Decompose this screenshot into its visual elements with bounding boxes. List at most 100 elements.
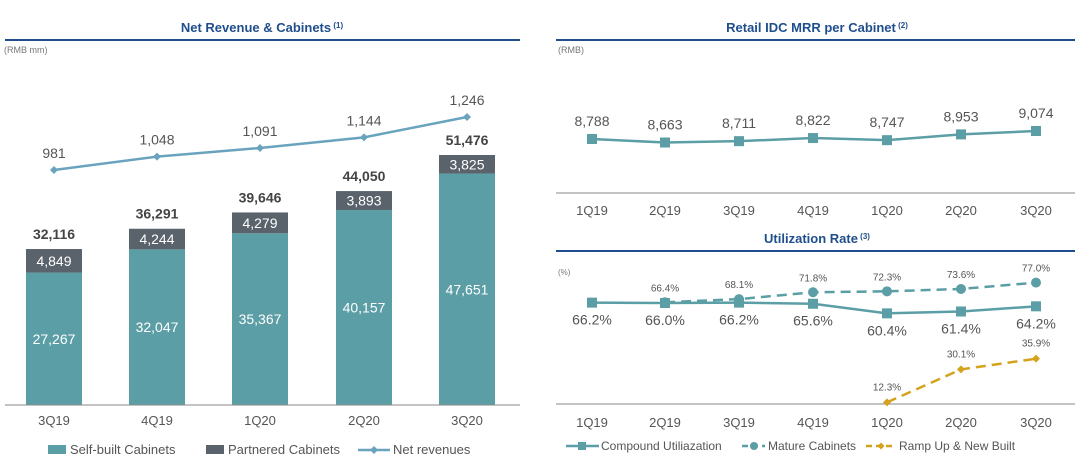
legend-label: Compound Utiliazation <box>601 439 722 453</box>
x-tick-label: 2Q20 <box>945 415 977 430</box>
unit-label: (RMB mm) <box>4 45 48 55</box>
bar-self-built <box>439 173 495 405</box>
chart-title: Net Revenue & Cabinets (1) <box>181 20 344 35</box>
data-label-total: 36,291 <box>136 206 179 222</box>
x-tick-label: 3Q20 <box>451 413 483 428</box>
bar-self-built <box>336 209 392 405</box>
legend-swatch-self-built <box>48 445 66 454</box>
mrr-marker <box>808 133 818 144</box>
bar-partnered <box>336 191 392 210</box>
compound-marker <box>1031 301 1041 312</box>
bar-partnered <box>129 228 185 250</box>
mrr-marker <box>660 137 670 148</box>
data-label-compound: 66.2% <box>572 312 612 328</box>
compound-marker <box>882 308 892 319</box>
net-revenue-marker <box>153 152 161 161</box>
legend-marker-ramp-up <box>877 442 885 450</box>
data-label-ramp-up: 35.9% <box>1022 339 1050 350</box>
x-tick-label: 1Q20 <box>244 413 276 428</box>
data-label-net-revenue: 1,091 <box>242 123 277 139</box>
x-tick-label: 1Q20 <box>871 415 903 430</box>
data-label-net-revenue: 1,048 <box>139 132 174 148</box>
mature-cabinets-line <box>664 281 1037 304</box>
compound-marker <box>956 306 966 317</box>
bar-partnered <box>439 155 495 174</box>
x-tick-label: 4Q19 <box>797 203 829 218</box>
data-label-partnered: 4,849 <box>36 253 71 269</box>
data-label-mature: 66.4% <box>651 283 679 294</box>
data-label-compound: 61.4% <box>941 321 981 337</box>
data-label-self-built: 40,157 <box>343 299 386 315</box>
data-label-mature: 72.3% <box>873 272 901 283</box>
data-label-mrr: 8,788 <box>574 113 609 129</box>
mrr-marker <box>956 129 966 140</box>
unit-label: (RMB) <box>558 45 584 55</box>
data-label-ramp-up: 30.1% <box>947 349 975 360</box>
data-label-compound: 66.0% <box>645 312 685 328</box>
net-revenue-marker <box>50 166 58 174</box>
mature-marker <box>734 294 744 305</box>
net-revenue-marker <box>360 133 368 142</box>
data-label-mrr: 8,822 <box>795 112 830 128</box>
mrr-marker <box>1031 125 1041 136</box>
data-label-mature: 68.1% <box>725 280 753 291</box>
data-label-compound: 64.2% <box>1016 315 1056 331</box>
ramp-up-marker <box>883 398 891 407</box>
legend-label: Ramp Up & New Built <box>899 439 1016 453</box>
data-label-mature: 77.0% <box>1022 264 1050 275</box>
mature-marker <box>956 283 966 294</box>
data-label-mrr: 8,663 <box>647 117 682 133</box>
mature-marker <box>808 287 818 298</box>
legend-marker-net-revenue <box>370 446 378 454</box>
data-label-net-revenue: 1,246 <box>449 92 484 108</box>
legend-label: Self-built Cabinets <box>70 442 176 457</box>
legend-label: Mature Cabinets <box>768 439 856 453</box>
bar-self-built <box>26 272 82 405</box>
legend-label: Net revenues <box>393 442 471 457</box>
x-tick-label: 3Q20 <box>1020 415 1052 430</box>
chart-title: Retail IDC MRR per Cabinet (2) <box>726 20 908 35</box>
legend-swatch-partnered <box>206 445 224 454</box>
mature-marker <box>882 286 892 297</box>
mature-marker <box>1031 277 1041 288</box>
x-tick-label: 2Q19 <box>649 415 681 430</box>
ramp-up-marker <box>1032 354 1040 363</box>
chart-title: Utilization Rate (3) <box>764 231 870 246</box>
net-revenue-marker <box>256 144 264 152</box>
data-label-mature: 73.6% <box>947 270 975 281</box>
mrr-marker <box>587 134 597 144</box>
bar-partnered <box>26 249 82 273</box>
data-label-total: 51,476 <box>446 132 489 148</box>
x-tick-label: 1Q19 <box>576 415 608 430</box>
data-label-partnered: 3,893 <box>346 193 381 209</box>
x-tick-label: 2Q19 <box>649 203 681 218</box>
x-tick-label: 4Q19 <box>141 413 173 428</box>
data-label-compound: 66.2% <box>719 312 759 328</box>
compound-marker <box>808 298 818 309</box>
data-label-self-built: 27,267 <box>33 331 76 347</box>
data-label-total: 44,050 <box>343 168 386 184</box>
data-label-mrr: 8,747 <box>869 114 904 130</box>
mrr-marker <box>882 135 892 146</box>
data-label-compound: 65.6% <box>793 313 833 329</box>
data-label-self-built: 47,651 <box>446 281 489 297</box>
x-tick-label: 3Q19 <box>723 203 755 218</box>
data-label-net-revenue: 1,144 <box>346 112 381 128</box>
data-label-self-built: 32,047 <box>136 319 179 335</box>
ramp-up-marker <box>957 365 965 374</box>
data-label-ramp-up: 12.3% <box>873 382 901 393</box>
x-tick-label: 3Q19 <box>723 415 755 430</box>
data-label-self-built: 35,367 <box>239 311 282 327</box>
x-tick-label: 3Q20 <box>1020 203 1052 218</box>
net-revenue-marker <box>463 113 471 121</box>
compound-marker <box>587 297 597 308</box>
data-label-mature: 71.8% <box>799 273 827 284</box>
data-label-net-revenue: 981 <box>42 145 66 161</box>
mrr-marker <box>734 136 744 147</box>
unit-label: (%) <box>558 268 571 277</box>
bar-self-built <box>232 233 288 405</box>
data-label-partnered: 4,244 <box>139 231 174 247</box>
data-label-mrr: 9,074 <box>1018 105 1053 121</box>
